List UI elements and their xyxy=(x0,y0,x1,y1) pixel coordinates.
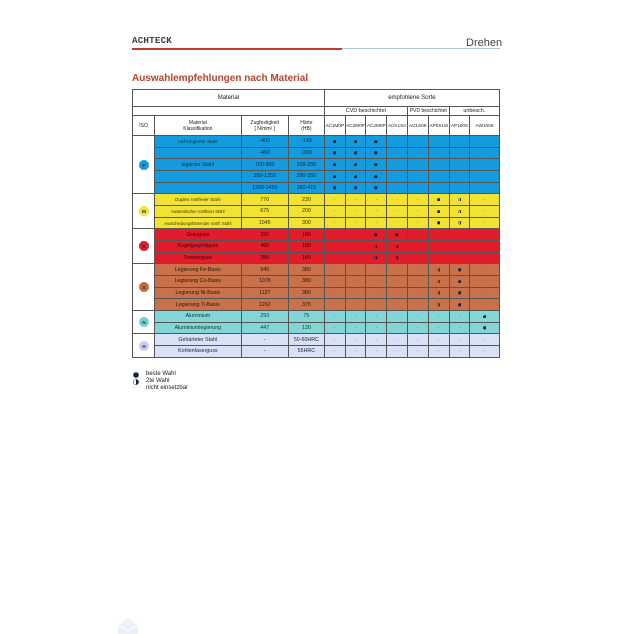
svg-text:P: P xyxy=(142,162,145,167)
svg-text:N: N xyxy=(142,320,145,325)
svg-text:M: M xyxy=(142,209,146,214)
svg-text:H: H xyxy=(142,343,145,348)
svg-text:S: S xyxy=(142,285,145,290)
